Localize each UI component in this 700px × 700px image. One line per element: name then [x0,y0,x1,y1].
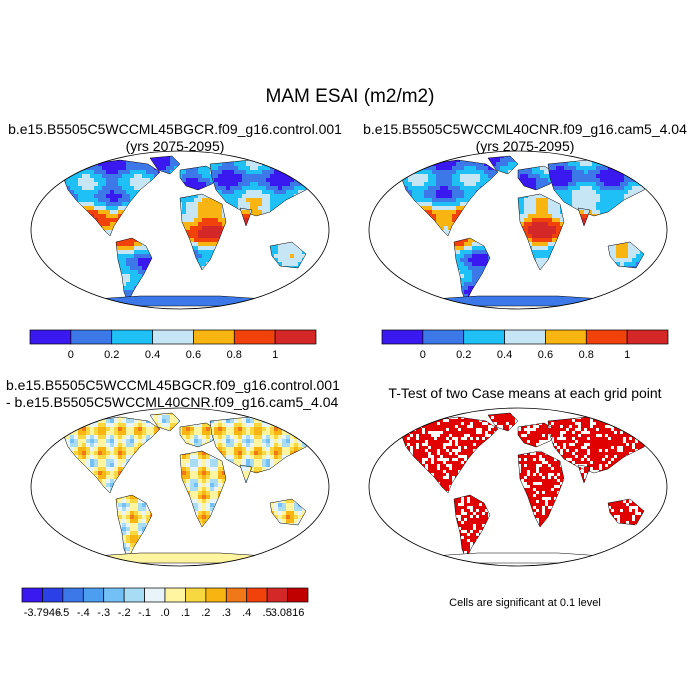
colorbar-tick-label: 0.2 [104,349,119,361]
colorbar-box [165,588,185,602]
panel-title-difference: b.e15.B5505C5WCCML45BGCR.f09_g16.control… [6,377,340,411]
colorbar-tick-label: 1 [272,349,278,361]
colorbar-case1: 0 0.2 0.4 0.6 0.8 1 [30,330,330,366]
colorbar-tick-label: 1 [624,349,630,361]
colorbar-tick-label: 0.8 [579,349,594,361]
colorbar-box [22,588,42,602]
colorbar-box [247,588,267,602]
map-ttest [368,407,668,567]
colorbar-box [71,330,112,344]
colorbar-tick-label: -.5 [56,607,69,619]
colorbar-difference: -3.7946-.5 -.4 -.3 -.2 -.1.0.1.2.3.4.5 3.0816 [22,588,322,624]
colorbar-tick-label: 0 [420,349,426,361]
colorbar-box [382,330,423,344]
colorbar-box [267,588,287,602]
colorbar-box [234,330,275,344]
colorbar-box [275,330,316,344]
figure-title: MAM ESAI (m2/m2) [0,86,700,108]
colorbar-tick-label: 0.6 [538,349,553,361]
panel-title-difference-line1: b.e15.B5505C5WCCML45BGCR.f09_g16.control… [6,377,340,394]
colorbar-tick-label: -.1 [138,607,151,619]
colorbar-box [505,330,546,344]
colorbar-box [63,588,83,602]
colorbar-tick-label: 0.4 [497,349,512,361]
colorbar-tick-label: 0.2 [456,349,471,361]
colorbar-tick-label: 0.8 [227,349,242,361]
colorbar-box [30,330,71,344]
colorbar-box [288,588,308,602]
colorbar-tick-label: -.2 [118,607,131,619]
colorbar-box [112,330,153,344]
colorbar-tick-label: 3.0816 [271,607,305,619]
panel-title-ttest-line1: T-Test of two Case means at each grid po… [350,385,700,402]
colorbar-box [464,330,505,344]
panel-title-ttest: T-Test of two Case means at each grid po… [350,385,700,402]
colorbar-case2: 0 0.2 0.4 0.6 0.8 1 [382,330,682,366]
map-case1 [30,150,330,310]
panel-title-case2-line1: b.e15.B5505C5WCCML40CNR.f09_g16.cam5_4.0… [350,121,700,138]
colorbar-tick-label: .4 [242,607,251,619]
colorbar-tick-label: 0.6 [186,349,201,361]
colorbar-box [545,330,586,344]
colorbar-box [42,588,62,602]
colorbar-box [627,330,668,344]
ttest-footnote: Cells are significant at 0.1 level [350,597,700,609]
colorbar-box [193,330,234,344]
colorbar-tick-label: 0.4 [145,349,160,361]
map-difference [30,407,330,567]
colorbar-box [185,588,205,602]
colorbar-box [226,588,246,602]
colorbar-tick-label: .1 [181,607,190,619]
colorbar-box [124,588,144,602]
colorbar-tick-label: -.4 [77,607,90,619]
panel-title-case1-line1: b.e15.B5505C5WCCML45BGCR.f09_g16.control… [0,121,350,138]
colorbar-tick-label: -.3 [97,607,110,619]
colorbar-box [586,330,627,344]
colorbar-tick-label: .3 [222,607,231,619]
colorbar-tick-label: .0 [160,607,169,619]
colorbar-tick-label: 0 [68,349,74,361]
colorbar-box [206,588,226,602]
colorbar-box [104,588,124,602]
colorbar-box [423,330,464,344]
colorbar-box [153,330,194,344]
map-case2 [368,150,668,310]
colorbar-box [145,588,165,602]
colorbar-box [83,588,103,602]
colorbar-tick-label: .2 [201,607,210,619]
